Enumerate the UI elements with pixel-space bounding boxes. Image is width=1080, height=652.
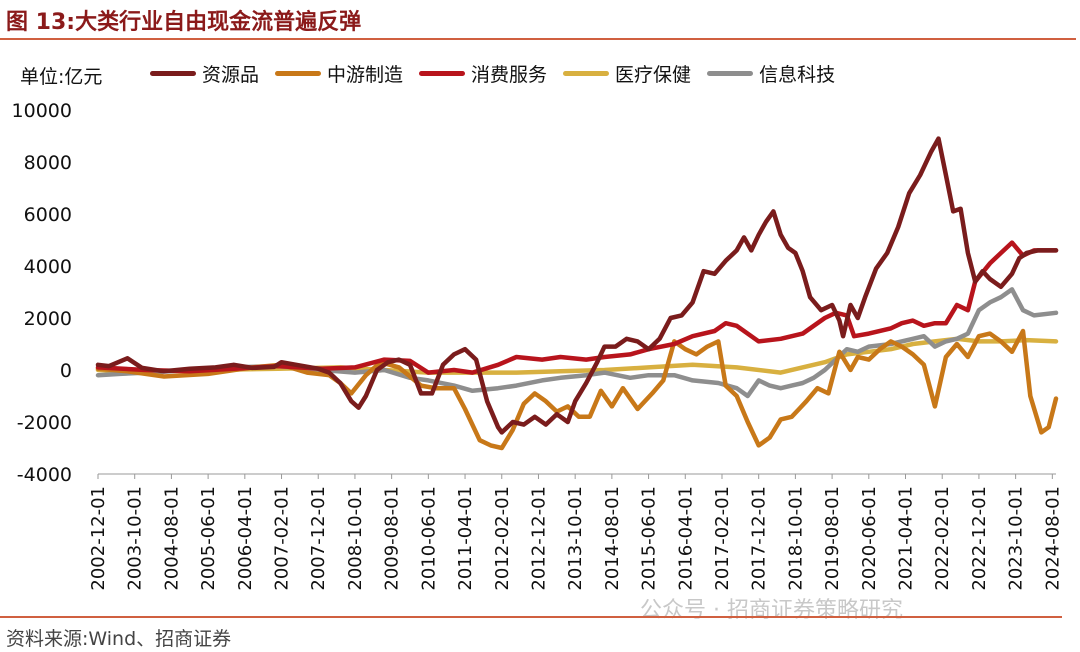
x-tick-label: 2015-06-01 xyxy=(639,486,660,591)
legend-label: 资源品 xyxy=(202,64,260,86)
x-tick-label: 2019-08-01 xyxy=(822,486,843,591)
legend-label: 信息科技 xyxy=(759,64,836,86)
x-tick-label: 2017-12-01 xyxy=(749,486,770,591)
legend-item: 信息科技 xyxy=(707,60,835,87)
x-tick-label: 2022-12-01 xyxy=(969,486,990,591)
legend-item: 资源品 xyxy=(150,60,259,87)
title-divider xyxy=(0,38,1076,40)
x-tick-label: 2022-02-01 xyxy=(932,486,953,591)
series-line xyxy=(95,136,1059,435)
y-tick-label: 10000 xyxy=(12,100,72,122)
chart-title: 图 13:大类行业自由现金流普遍反弹 xyxy=(6,10,362,35)
legend-label: 中游制造 xyxy=(327,64,404,86)
x-tick-label: 2012-02-01 xyxy=(492,486,513,591)
x-tick-label: 2014-08-01 xyxy=(602,486,623,591)
legend: 资源品 中游制造 消费服务 医疗保健 信息科技 xyxy=(150,60,851,87)
legend-swatch xyxy=(275,71,322,76)
y-tick-label: 2000 xyxy=(24,308,72,330)
x-tick-label: 2008-10-01 xyxy=(345,486,366,591)
x-tick-label: 2007-12-01 xyxy=(308,486,329,591)
legend-label: 医疗保健 xyxy=(615,64,692,86)
x-tick-label: 2007-02-01 xyxy=(272,486,293,591)
series-line xyxy=(95,328,1059,451)
x-tick-label: 2020-06-01 xyxy=(859,486,880,591)
x-tick-label: 2005-06-01 xyxy=(198,486,219,591)
source-note: 资料来源:Wind、招商证券 xyxy=(6,628,232,650)
legend-swatch xyxy=(419,71,466,76)
series-line xyxy=(95,287,1059,399)
x-tick-label: 2010-06-01 xyxy=(418,486,439,591)
x-tick-label: 2004-08-01 xyxy=(161,486,182,591)
x-tick-label: 2013-10-01 xyxy=(565,486,586,591)
legend-swatch xyxy=(563,71,610,76)
legend-swatch xyxy=(707,71,754,76)
y-tick-label: -2000 xyxy=(17,412,72,434)
x-tick-label: 2009-08-01 xyxy=(382,486,403,591)
x-tick-label: 2023-10-01 xyxy=(1006,486,1027,591)
x-tick-label: 2012-12-01 xyxy=(528,486,549,591)
watermark: 公众号 · 招商证券策略研究 xyxy=(640,598,903,623)
legend-item: 消费服务 xyxy=(419,60,547,87)
x-tick-label: 2003-10-01 xyxy=(125,486,146,591)
y-tick-label: -4000 xyxy=(17,464,72,486)
x-tick-label: 2002-12-01 xyxy=(88,486,109,591)
legend-item: 医疗保健 xyxy=(563,60,691,87)
x-tick-label: 2016-04-01 xyxy=(675,486,696,591)
x-tick-label: 2024-08-01 xyxy=(1042,486,1063,591)
y-tick-label: 4000 xyxy=(24,256,72,278)
legend-swatch xyxy=(150,71,196,76)
x-tick-label: 2011-04-01 xyxy=(455,486,476,591)
y-tick-label: 8000 xyxy=(24,152,72,174)
y-tick-label: 0 xyxy=(60,360,72,382)
legend-label: 消费服务 xyxy=(471,64,548,86)
x-tick-label: 2021-04-01 xyxy=(896,486,917,591)
x-tick-label: 2017-02-01 xyxy=(712,486,733,591)
unit-label: 单位:亿元 xyxy=(20,66,103,88)
legend-item: 中游制造 xyxy=(275,60,403,87)
x-tick-label: 2018-10-01 xyxy=(785,486,806,591)
footer-divider xyxy=(0,616,1062,618)
y-tick-label: 6000 xyxy=(24,204,72,226)
x-tick-label: 2006-04-01 xyxy=(235,486,256,591)
